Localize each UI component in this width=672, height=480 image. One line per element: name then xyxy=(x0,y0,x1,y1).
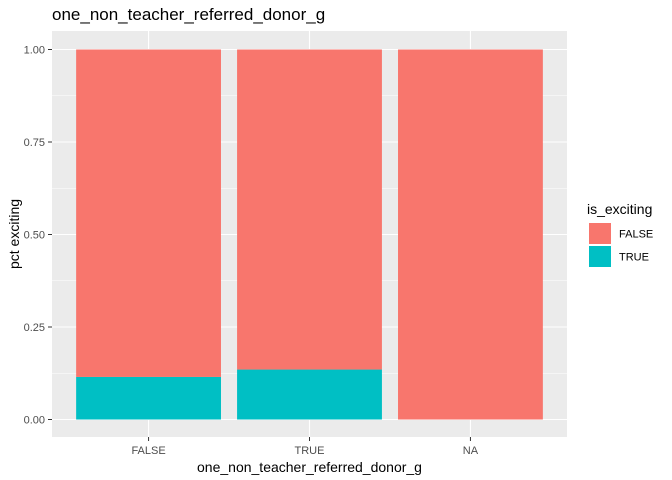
y-tick-label: 0.25 xyxy=(24,322,45,334)
bar-na-false xyxy=(398,49,543,420)
x-tick-label: NA xyxy=(463,445,479,457)
legend-title: is_exciting xyxy=(587,201,652,217)
bar-false-false xyxy=(76,49,221,377)
x-tick-label: FALSE xyxy=(131,445,165,457)
x-tick-label: TRUE xyxy=(295,445,325,457)
chart-title: one_non_teacher_referred_donor_g xyxy=(52,5,325,24)
legend-key-false xyxy=(589,223,611,244)
y-tick-label: 0.75 xyxy=(24,137,45,149)
x-axis-title: one_non_teacher_referred_donor_g xyxy=(197,459,422,475)
legend-label-true: TRUE xyxy=(619,252,649,264)
bar-true-true xyxy=(237,369,382,420)
bars xyxy=(76,49,543,420)
legend-label-false: FALSE xyxy=(619,229,653,241)
y-tick-label: 0.50 xyxy=(24,230,45,242)
y-axis-ticks: 0.00 0.25 0.50 0.75 1.00 xyxy=(24,45,52,427)
y-tick-label: 1.00 xyxy=(24,45,45,57)
bar-true-false xyxy=(237,49,382,370)
legend-key-true xyxy=(589,246,611,267)
y-tick-label: 0.00 xyxy=(24,415,45,427)
bar-false-true xyxy=(76,376,221,420)
legend: is_exciting FALSE TRUE xyxy=(587,201,653,267)
y-axis-title: pct exciting xyxy=(6,199,22,269)
x-axis-ticks: FALSE TRUE NA xyxy=(131,437,479,457)
